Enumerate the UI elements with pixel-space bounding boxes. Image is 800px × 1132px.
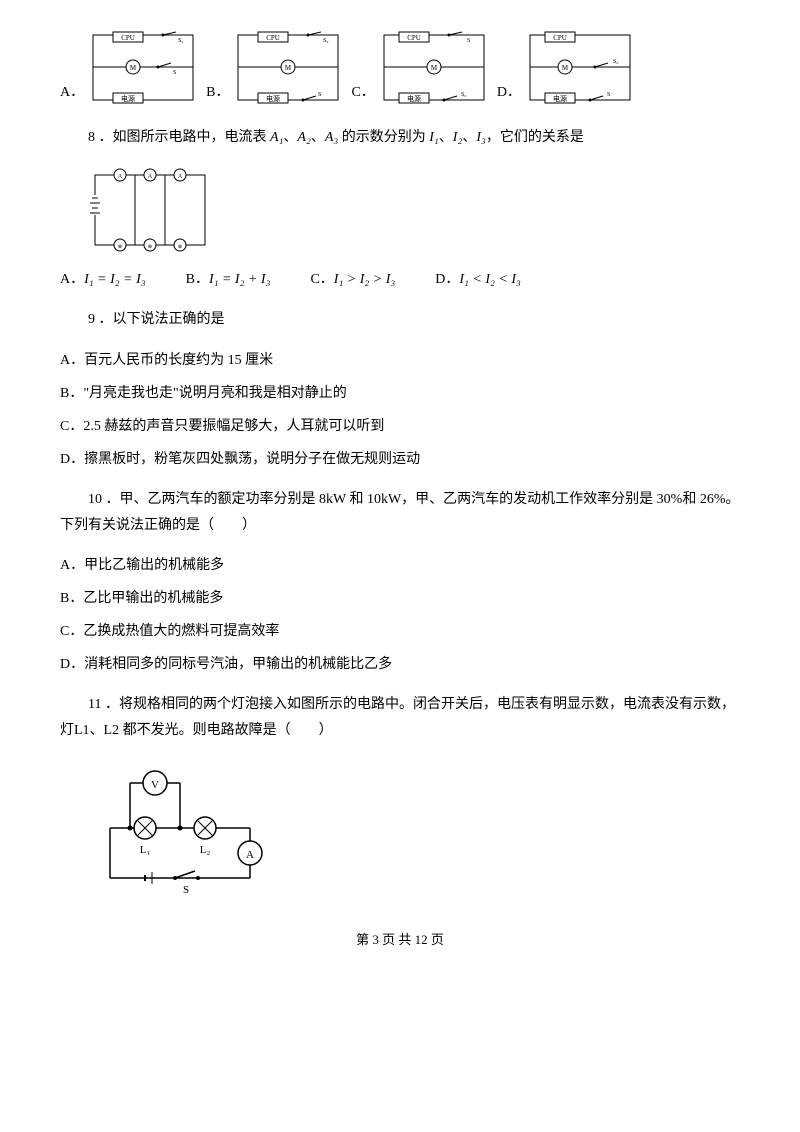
- svg-text:M: M: [130, 64, 137, 72]
- svg-text:M: M: [562, 64, 569, 72]
- svg-text:M: M: [431, 64, 438, 72]
- q9-option-d: D．擦黑板时，粉笔灰四处飘荡，说明分子在做无规则运动: [60, 447, 740, 472]
- option-label: C．: [351, 80, 374, 105]
- q8-option-b: B．I₁ = I₂ + I₃: [186, 267, 271, 292]
- q9-option-c: C．2.5 赫兹的声音只要振幅足够大，人耳就可以听到: [60, 414, 740, 439]
- circuit-diagram-a: CPU M 电源 S₀ S: [88, 30, 198, 105]
- svg-text:S₀: S₀: [323, 38, 328, 44]
- q8-circuit-diagram: A A A ⊗ ⊗ ⊗: [90, 165, 210, 255]
- svg-text:CPU: CPU: [267, 34, 281, 42]
- q8-option-d: D．I₁ < I₂ < I₃: [435, 267, 521, 292]
- q8-text: 8 ．如图所示电路中，电流表: [88, 130, 270, 145]
- circuit-option-b: B． CPU M 电源 S₀ S: [206, 30, 343, 105]
- q8-i2: I₂: [453, 130, 463, 145]
- svg-text:S: S: [607, 92, 610, 98]
- svg-text:A: A: [148, 174, 153, 180]
- q8-a3: A₃: [325, 130, 338, 145]
- circuit-option-a: A． CPU M 电源 S₀ S: [60, 30, 198, 105]
- svg-text:S: S: [183, 884, 189, 896]
- q10-option-d: D．消耗相同多的同标号汽油，甲输出的机械能比乙多: [60, 652, 740, 677]
- svg-text:L₂: L₂: [200, 844, 211, 856]
- q10-option-b: B．乙比甲输出的机械能多: [60, 586, 740, 611]
- svg-text:CPU: CPU: [553, 34, 567, 42]
- page-total: 12: [415, 932, 428, 947]
- svg-text:电源: 电源: [121, 94, 135, 103]
- svg-text:电源: 电源: [553, 94, 567, 103]
- svg-text:CPU: CPU: [121, 34, 135, 42]
- circuit-option-c: C． CPU M 电源 S S₀: [351, 30, 488, 105]
- q9-option-a: A．百元人民币的长度约为 15 厘米: [60, 348, 740, 373]
- svg-text:S: S: [318, 92, 321, 98]
- circuit-options-row: A． CPU M 电源 S₀ S B． CPU M 电源 S₀ S C． CPU M 电源 S S₀ D…: [60, 30, 740, 105]
- q8-option-c: C．I₁ > I₂ > I₃: [310, 267, 395, 292]
- q10-option-c: C．乙换成热值大的燃料可提高效率: [60, 619, 740, 644]
- svg-text:L₁: L₁: [140, 844, 151, 856]
- q8-option-a: A．I₁ = I₂ = I₃: [60, 267, 146, 292]
- svg-text:电源: 电源: [266, 94, 280, 103]
- option-label: A．: [60, 80, 84, 105]
- q8-i3: I₃: [476, 130, 486, 145]
- circuit-diagram-c: CPU M 电源 S S₀: [379, 30, 489, 105]
- page-footer: 第 3 页 共 12 页: [60, 928, 740, 951]
- q8-i1: I₁: [429, 130, 439, 145]
- svg-text:⊗: ⊗: [148, 244, 152, 250]
- question-10: 10 ．甲、乙两汽车的额定功率分别是 8kW 和 10kW，甲、乙两汽车的发动机…: [60, 487, 740, 537]
- circuit-option-d: D． CPU M 电源 S₀ S: [497, 30, 635, 105]
- svg-text:⊗: ⊗: [178, 244, 182, 250]
- q11-circuit-diagram: V L₁ L₂ A S: [90, 758, 270, 898]
- svg-text:A: A: [246, 849, 254, 861]
- option-label: D．: [497, 80, 521, 105]
- svg-text:S₀: S₀: [613, 59, 618, 65]
- svg-text:电源: 电源: [407, 94, 421, 103]
- svg-text:S₀: S₀: [461, 92, 466, 98]
- svg-text:A: A: [118, 174, 123, 180]
- svg-text:S: S: [173, 70, 176, 76]
- q10-option-a: A．甲比乙输出的机械能多: [60, 553, 740, 578]
- q8-a1: A₁: [270, 130, 283, 145]
- question-9: 9 ．以下说法正确的是: [60, 307, 740, 332]
- q8-a2: A₂: [297, 130, 310, 145]
- svg-text:M: M: [285, 64, 292, 72]
- svg-text:⊗: ⊗: [118, 244, 122, 250]
- svg-text:S₀: S₀: [178, 38, 183, 44]
- circuit-diagram-b: CPU M 电源 S₀ S: [233, 30, 343, 105]
- svg-text:A: A: [178, 174, 183, 180]
- option-label: B．: [206, 80, 229, 105]
- question-8: 8 ．如图所示电路中，电流表 A₁、A₂、A₃ 的示数分别为 I₁、I₂、I₃，…: [60, 125, 740, 150]
- svg-text:CPU: CPU: [407, 34, 421, 42]
- circuit-diagram-d: CPU M 电源 S₀ S: [525, 30, 635, 105]
- question-11: 11 ．将规格相同的两个灯泡接入如图所示的电路中。闭合开关后，电压表有明显示数，…: [60, 692, 740, 742]
- svg-text:S: S: [467, 38, 470, 44]
- q9-option-b: B．"月亮走我也走"说明月亮和我是相对静止的: [60, 381, 740, 406]
- svg-text:V: V: [151, 779, 159, 791]
- q8-options: A．I₁ = I₂ = I₃ B．I₁ = I₂ + I₃ C．I₁ > I₂ …: [60, 267, 740, 292]
